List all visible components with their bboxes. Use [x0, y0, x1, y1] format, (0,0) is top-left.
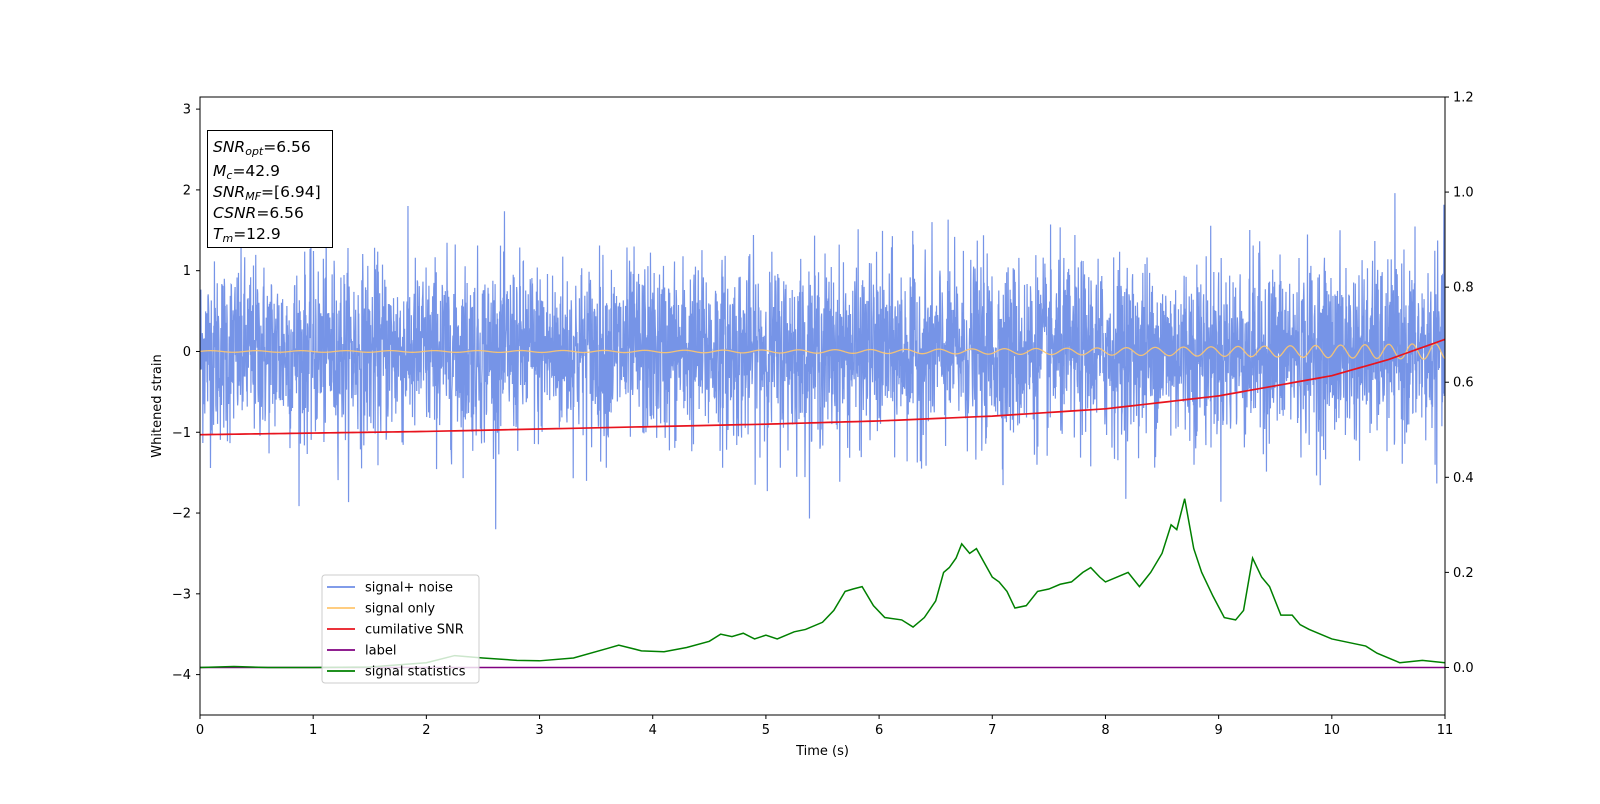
signal-statistics-line: [200, 498, 1445, 669]
snr-opt-value: =6.56: [263, 138, 311, 156]
csnr-row: CSNR=6.56: [213, 204, 304, 222]
y-right-tick-label: 0.2: [1453, 566, 1474, 581]
signal-only-line: [200, 342, 1445, 360]
legend-label: label: [365, 644, 396, 659]
signal-noise-line: [200, 193, 1445, 530]
x-tick-label: 10: [1324, 723, 1341, 738]
legend-box: [321, 574, 480, 684]
y-tick-label: −2: [172, 507, 191, 522]
x-tick-label: 3: [535, 723, 543, 738]
x-tick-label: 2: [422, 723, 430, 738]
y-tick-label: −1: [172, 426, 191, 441]
y-tick-label: −4: [172, 668, 191, 683]
x-tick-label: 0: [196, 723, 204, 738]
y-axis-label: Whitened strain: [150, 354, 165, 457]
plot-frame: [199, 96, 1446, 716]
x-tick-label: 5: [762, 723, 770, 738]
y-right-tick-label: 0.8: [1453, 281, 1474, 296]
legend-label: signal only: [365, 602, 435, 617]
y-tick-label: 0: [183, 345, 191, 360]
x-tick-label: 4: [649, 723, 657, 738]
csnr-value: =6.56: [256, 204, 304, 222]
tm-value: =12.9: [233, 225, 281, 243]
mc-value: =42.9: [232, 162, 280, 180]
y-right-tick-label: 0.4: [1453, 471, 1474, 486]
y-right-tick-label: 0.6: [1453, 376, 1474, 391]
y-tick-label: −3: [172, 587, 191, 602]
x-tick-label: 1: [309, 723, 317, 738]
x-tick-label: 11: [1437, 723, 1454, 738]
x-tick-label: 8: [1101, 723, 1109, 738]
legend-label: cumilative SNR: [365, 623, 464, 638]
info-box: SNRopt=6.56 Mc=42.9 SNRMF=[6.94] CSNR=6.…: [207, 130, 333, 248]
y-tick-label: 2: [183, 183, 191, 198]
mc-row: Mc=42.9: [213, 162, 280, 182]
y-tick-label: 3: [183, 103, 191, 118]
snr-mf-row: SNRMF=[6.94]: [213, 183, 321, 203]
x-axis-label: Time (s): [795, 744, 849, 759]
x-tick-label: 7: [988, 723, 996, 738]
tm-row: Tm=12.9: [213, 225, 281, 245]
legend-label: signal+ noise: [365, 581, 453, 596]
axes: 0 1 2 3 4 5 6 7 8 9 10 113210−1−2−3−41.21.00.80.60.…: [172, 91, 1474, 739]
cumulative-snr-line: [200, 338, 1445, 436]
y-right-tick-label: 1.0: [1453, 186, 1474, 201]
snr-mf-value: =[6.94]: [261, 183, 321, 201]
legend: signal+ noise signal only cumilative SNR la…: [321, 574, 480, 684]
y-right-tick-label: 0.0: [1453, 661, 1474, 676]
y-right-tick-label: 1.2: [1453, 91, 1474, 106]
legend-label: signal statistics: [365, 665, 466, 680]
x-tick-label: 9: [1214, 723, 1222, 738]
snr-opt-row: SNRopt=6.56: [213, 138, 311, 158]
x-tick-label: 6: [875, 723, 883, 738]
y-tick-label: 1: [183, 264, 191, 279]
